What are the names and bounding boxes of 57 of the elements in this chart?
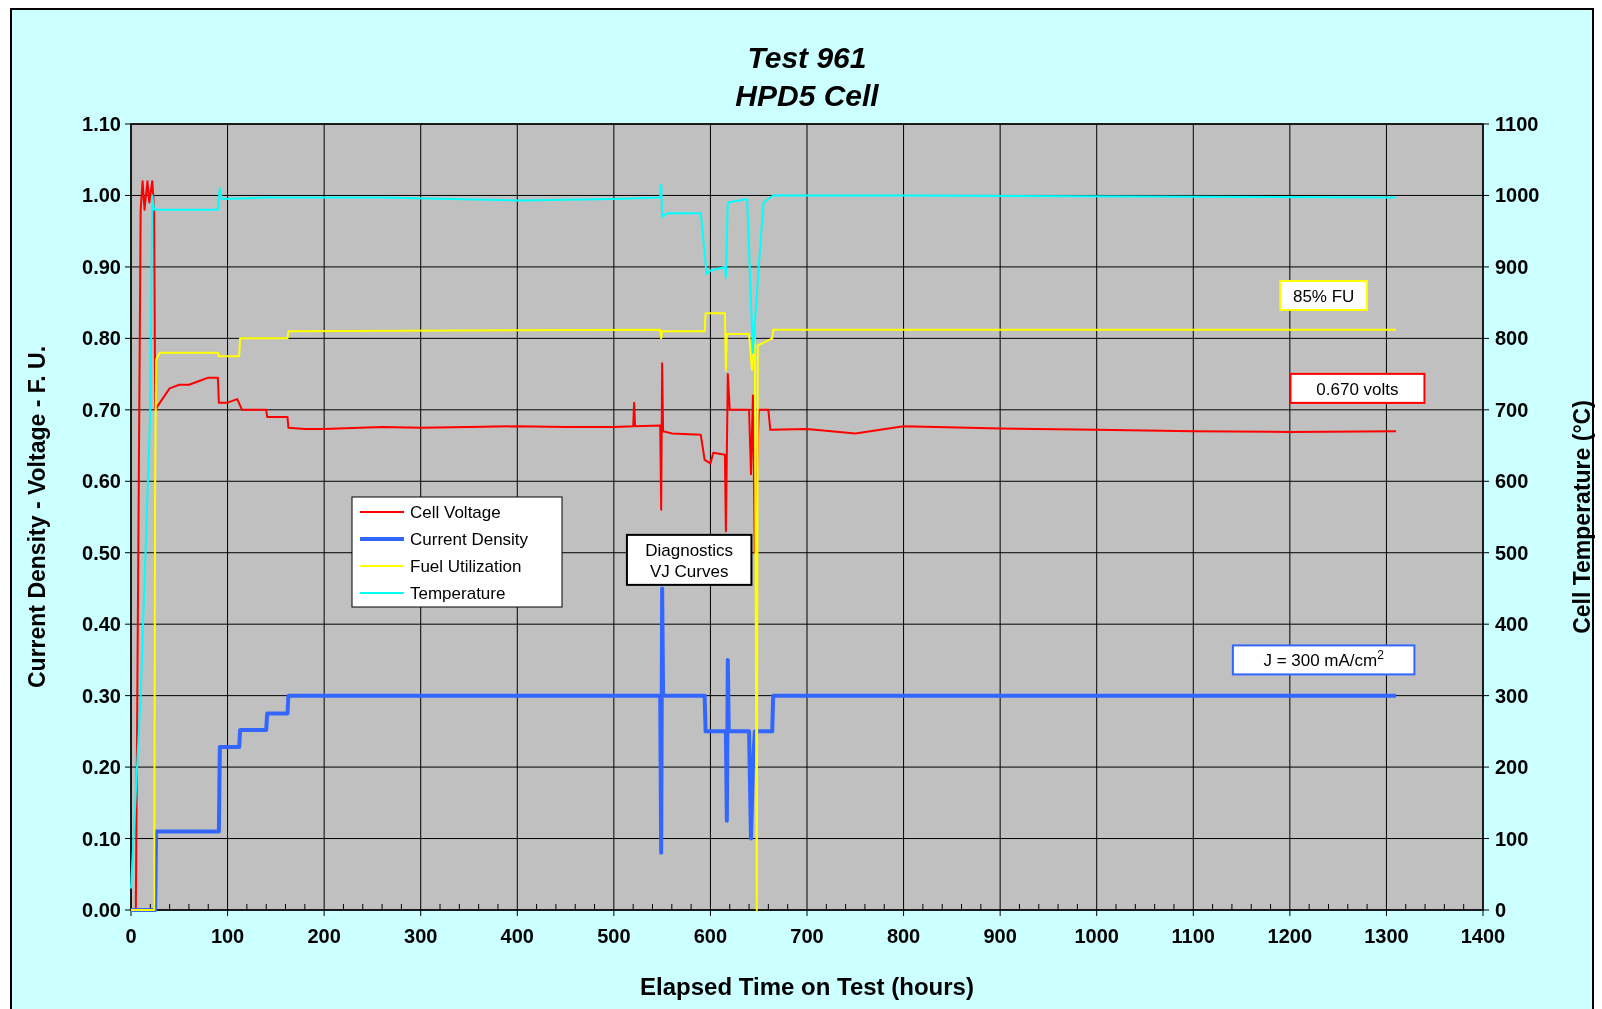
y2-tick-label: 1000	[1495, 184, 1540, 207]
x-tick-label: 1200	[1267, 925, 1313, 947]
annotation: 0.670 volts	[1316, 379, 1399, 399]
y2-tick-label: 400	[1495, 613, 1529, 636]
annotation: 85% FU	[1292, 286, 1355, 306]
y-tick-label: 0.60	[82, 470, 121, 493]
x-tick-label: 500	[597, 925, 631, 947]
x-axis-title: Elapsed Time on Test (hours)	[640, 973, 974, 1000]
y-tick-label: 0.80	[82, 327, 121, 350]
y2-tick-label: 0	[1495, 899, 1507, 921]
annotation: Diagnostics VJ Curves	[645, 540, 734, 581]
x-tick-label: 400	[500, 925, 534, 947]
y2-tick-label: 800	[1495, 327, 1529, 350]
y-tick-label: 0.70	[82, 398, 121, 421]
text-box: Diagnostics VJ Curves	[625, 533, 753, 586]
text-box: 0.670 volts	[1289, 372, 1426, 404]
y-tick-label: 0.90	[82, 255, 121, 278]
text-box: J = 300 mA/cm$^{2}$	[1231, 644, 1416, 676]
x-tick-label: 900	[983, 925, 1017, 947]
y-tick-label: 0.00	[82, 899, 121, 921]
y-tick-label: 0.50	[82, 541, 121, 564]
y2-axis-title: Cell Temperature (°C)	[1569, 400, 1595, 634]
legend-label: Temperature	[410, 584, 506, 603]
annotation: J = 300 mA/cm$^{2}$	[1263, 648, 1385, 671]
x-tick-label: 700	[790, 925, 824, 947]
x-tick-label: 1400	[1460, 925, 1506, 947]
x-tick-label: 1000	[1074, 925, 1119, 947]
y-tick-label: 0.40	[82, 613, 121, 636]
y2-tick-label: 300	[1495, 684, 1529, 707]
y-tick-label: 0.10	[82, 827, 121, 850]
x-tick-label: 0	[125, 925, 137, 947]
text-box: 85% FU	[1279, 280, 1368, 311]
y2-tick-label: 500	[1495, 541, 1529, 564]
legend-label: Current Density	[410, 530, 529, 549]
y-tick-label: 0.30	[82, 684, 121, 707]
y-tick-label: 1.10	[82, 113, 121, 135]
y-tick-label: 0.20	[82, 756, 121, 779]
legend-label: Cell Voltage	[410, 503, 501, 522]
line-series	[129, 586, 1399, 912]
y2-tick-label: 700	[1495, 398, 1529, 421]
chart-title: Test 961 HPD5 Cell	[735, 41, 880, 112]
x-tick-label: 300	[404, 925, 438, 947]
y2-tick-label: 900	[1495, 255, 1529, 278]
x-tick-label: 1100	[1171, 925, 1215, 947]
x-tick-label: 1300	[1364, 925, 1409, 947]
y2-tick-label: 200	[1495, 756, 1529, 779]
y2-tick-label: 100	[1495, 827, 1529, 850]
x-tick-label: 100	[210, 925, 245, 947]
y-axis-title: Current Density - Voltage - F. U.	[24, 345, 50, 689]
y-tick-label: 1.00	[82, 184, 121, 207]
line-series	[130, 312, 1398, 911]
legend-label: Fuel Utilization	[410, 557, 522, 576]
x-tick-label: 800	[886, 925, 921, 947]
x-tick-label: 600	[693, 925, 728, 947]
x-tick-label: 200	[307, 925, 341, 947]
y2-tick-label: 600	[1495, 470, 1529, 493]
y2-tick-label: 1100	[1495, 113, 1539, 135]
